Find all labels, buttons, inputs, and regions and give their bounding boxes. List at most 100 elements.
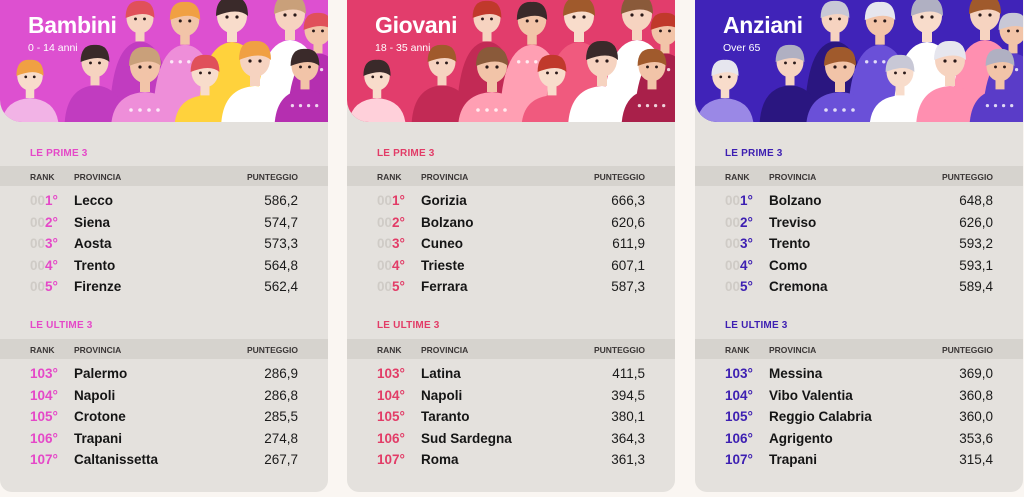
table-row: 105° Crotone 285,5 — [0, 409, 328, 430]
section-title: LE ULTIME 3 — [725, 320, 788, 331]
header-province: PROVINCIA — [74, 345, 122, 355]
rank-number: 1° — [740, 193, 753, 208]
rank-cell: 003° — [377, 236, 405, 251]
table-header: RANK PROVINCIA PUNTEGGIO — [0, 339, 328, 359]
person-figure — [869, 54, 931, 122]
province-cell: Como — [769, 257, 808, 273]
province-cell: Trento — [769, 236, 811, 252]
table-row: 003° Cuneo 611,9 — [347, 236, 675, 257]
rank-cell: 105° — [725, 409, 753, 425]
province-cell: Messina — [769, 366, 823, 381]
card-title: Anziani — [723, 12, 803, 38]
rank-cell: 004° — [30, 258, 58, 273]
card-subtitle: 18 - 35 anni — [375, 42, 431, 54]
rank-cell: 001° — [725, 193, 753, 208]
header-rank: RANK — [377, 172, 402, 182]
province-cell: Treviso — [769, 214, 817, 230]
rank-leading-zeros: 00 — [725, 279, 741, 295]
score-cell: 360,8 — [959, 387, 993, 403]
person-figure — [1, 59, 59, 122]
rank-number: 2° — [45, 214, 58, 230]
rank-leading-zeros: 00 — [377, 193, 393, 208]
header-score: PUNTEGGIO — [593, 172, 645, 182]
rank-leading-zeros: 00 — [30, 214, 46, 230]
header-province: PROVINCIA — [769, 172, 817, 182]
score-cell: 411,5 — [612, 366, 645, 381]
rank-number: 2° — [740, 214, 753, 230]
person-figure — [568, 40, 636, 122]
table-row: 106° Sud Sardegna 364,3 — [347, 431, 675, 452]
table-row: 005° Cremona 589,4 — [695, 279, 1023, 300]
rank-number: 5° — [740, 279, 753, 295]
table-row: 004° Trento 564,8 — [0, 258, 328, 279]
header-score: PUNTEGGIO — [593, 345, 645, 355]
section-title: LE PRIME 3 — [377, 148, 435, 159]
table-row: 002° Bolzano 620,6 — [347, 215, 675, 236]
rank-leading-zeros: 00 — [377, 279, 393, 295]
province-cell: Sud Sardegna — [421, 430, 512, 446]
province-cell: Firenze — [74, 279, 122, 295]
table-row: 105° Reggio Calabria 360,0 — [695, 409, 1023, 430]
score-cell: 586,2 — [264, 193, 298, 208]
card-title: Giovani — [375, 12, 458, 38]
hero-banner: Bambini 0 - 14 anni — [0, 0, 328, 122]
score-cell: 360,0 — [959, 409, 993, 425]
person-figure — [64, 44, 126, 122]
province-cell: Palermo — [74, 366, 128, 381]
header-score: PUNTEGGIO — [246, 345, 298, 355]
person-figure — [274, 48, 328, 122]
rank-cell: 002° — [377, 215, 405, 230]
rank-leading-zeros: 00 — [725, 193, 741, 208]
province-cell: Vibo Valentia — [769, 387, 853, 403]
province-cell: Bolzano — [769, 193, 822, 208]
person-figure — [411, 44, 473, 122]
crowd-illustration — [0, 0, 328, 122]
rank-cell: 107° — [377, 452, 405, 468]
header-rank: RANK — [377, 345, 402, 355]
person-figure — [458, 46, 526, 122]
rank-cell: 004° — [725, 258, 753, 273]
province-cell: Latina — [421, 366, 461, 381]
table-row: 106° Agrigento 353,6 — [695, 431, 1023, 452]
rank-leading-zeros: 00 — [30, 193, 46, 208]
header-rank: RANK — [725, 172, 750, 182]
rank-cell: 107° — [30, 452, 58, 468]
province-cell: Trapani — [74, 430, 123, 446]
rank-number: 1° — [45, 193, 58, 208]
person-figure — [621, 48, 675, 122]
rank-leading-zeros: 00 — [30, 257, 46, 273]
rank-cell: 103° — [30, 366, 58, 381]
score-cell: 364,3 — [611, 430, 645, 446]
table-row: 104° Napoli 286,8 — [0, 388, 328, 409]
score-cell: 593,1 — [959, 257, 993, 273]
province-cell: Napoli — [421, 387, 463, 403]
rank-leading-zeros: 00 — [30, 236, 46, 252]
score-cell: 587,3 — [611, 279, 645, 295]
person-figure — [174, 54, 236, 122]
hero-banner: Anziani Over 65 — [695, 0, 1023, 122]
table-header: RANK PROVINCIA PUNTEGGIO — [695, 339, 1023, 359]
table-row: 104° Napoli 394,5 — [347, 388, 675, 409]
card-title: Bambini — [28, 12, 117, 38]
rank-leading-zeros: 00 — [377, 214, 393, 230]
table-row: 107° Roma 361,3 — [347, 452, 675, 473]
rank-cell: 005° — [30, 279, 58, 294]
province-cell: Agrigento — [769, 430, 833, 446]
section-title: LE ULTIME 3 — [377, 320, 440, 331]
table-row: 001° Lecco 586,2 — [0, 193, 328, 214]
province-cell: Trapani — [769, 452, 818, 468]
table-header: RANK PROVINCIA PUNTEGGIO — [0, 166, 328, 186]
province-cell: Crotone — [74, 409, 126, 425]
province-cell: Caltanissetta — [74, 452, 159, 468]
score-cell: 394,5 — [611, 387, 645, 403]
rank-cell: 104° — [377, 387, 405, 403]
table-row: 001° Gorizia 666,3 — [347, 193, 675, 214]
table-row: 004° Trieste 607,1 — [347, 258, 675, 279]
table-row: 103° Latina 411,5 — [347, 366, 675, 387]
score-cell: 611,9 — [612, 236, 645, 252]
rank-cell: 003° — [725, 236, 753, 251]
header-rank: RANK — [725, 345, 750, 355]
province-cell: Bolzano — [421, 214, 474, 230]
header-province: PROVINCIA — [74, 172, 122, 182]
header-province: PROVINCIA — [421, 345, 469, 355]
